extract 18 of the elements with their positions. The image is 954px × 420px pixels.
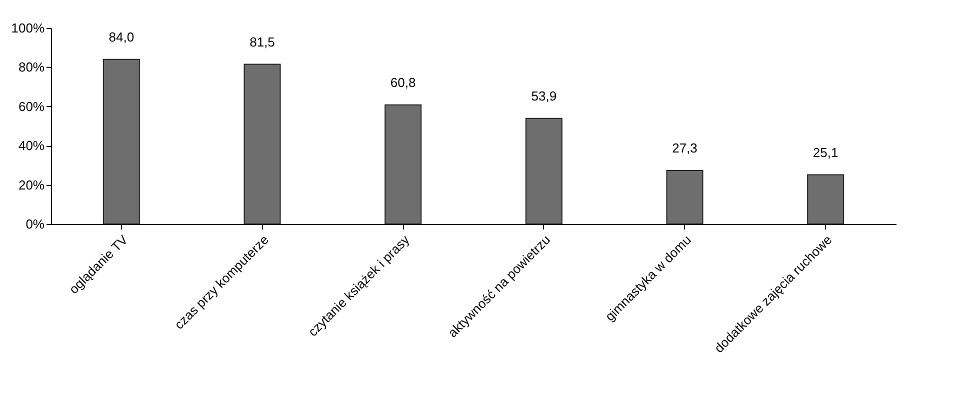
data-label: 60,8 [390,74,416,90]
data-label: 81,5 [250,34,275,50]
bar [244,64,281,224]
bar [102,58,140,224]
y-tick-label: 40% [18,138,45,154]
y-tick-label: 0% [26,216,45,232]
data-label: 84,0 [108,29,134,44]
y-tick-label: 80% [18,60,45,75]
y-tick-label: 20% [18,177,45,192]
data-label: 53,9 [531,88,557,104]
data-label: 25,1 [812,144,838,160]
y-tick-label: 60% [18,98,45,114]
bar [807,174,844,224]
bar [666,170,704,224]
bar [384,104,422,224]
bar [525,118,562,224]
data-label: 27,3 [672,140,698,156]
y-tick-label: 100% [11,20,45,36]
